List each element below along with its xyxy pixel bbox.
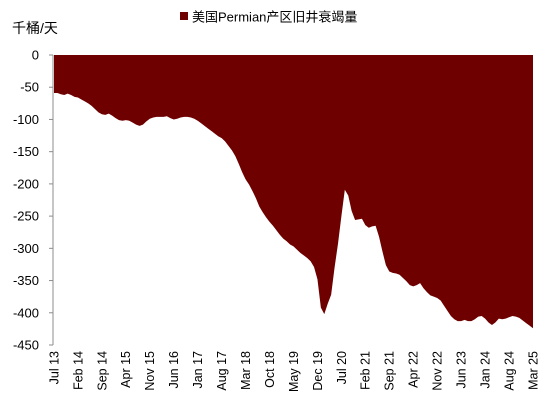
y-tick-label: -450 bbox=[13, 338, 39, 353]
x-tick-label: Mar 25 bbox=[526, 351, 540, 390]
x-tick-label: May 19 bbox=[287, 351, 301, 392]
x-tick-label: Jan 24 bbox=[478, 351, 492, 389]
x-tick-label: Feb 21 bbox=[359, 351, 373, 390]
y-tick-label: -400 bbox=[13, 305, 39, 320]
x-tick-label: Apr 22 bbox=[407, 351, 421, 388]
x-tick-label: Mar 18 bbox=[239, 351, 253, 390]
y-tick-label: -250 bbox=[13, 209, 39, 224]
y-tick-label: -350 bbox=[13, 273, 39, 288]
y-tick-label: 0 bbox=[32, 48, 39, 63]
x-tick-label: Jun 16 bbox=[167, 351, 181, 389]
y-axis bbox=[49, 54, 54, 346]
x-tick-label: Jun 23 bbox=[455, 351, 469, 389]
legend-swatch bbox=[180, 12, 188, 20]
x-tick-label: Nov 15 bbox=[143, 351, 157, 391]
x-tick-label: Aug 24 bbox=[502, 351, 516, 391]
y-tick-label: -200 bbox=[13, 176, 39, 191]
x-tick-label: Jul 13 bbox=[47, 351, 61, 384]
y-axis-label: 千桶/天 bbox=[12, 20, 58, 36]
legend: 美国Permian产区旧井衰竭量 bbox=[180, 10, 357, 25]
series-area bbox=[54, 55, 533, 329]
legend-label: 美国Permian产区旧井衰竭量 bbox=[192, 10, 357, 25]
x-tick-label: Apr 15 bbox=[119, 351, 133, 388]
x-tick-label: Aug 17 bbox=[215, 351, 229, 391]
y-tick-label: -50 bbox=[20, 80, 39, 95]
y-tick-label: -100 bbox=[13, 112, 39, 127]
y-tick-label: -150 bbox=[13, 144, 39, 159]
x-tick-label: Dec 19 bbox=[311, 351, 325, 391]
x-tick-label: Sep 14 bbox=[95, 351, 109, 391]
x-tick-label: Nov 22 bbox=[431, 351, 445, 391]
y-tick-labels: 0 -50 -100 -150 -200 -250 -300 -350 -400 -450 bbox=[13, 48, 39, 353]
x-tick-label: Jul 20 bbox=[335, 351, 349, 384]
x-tick-label: Jan 17 bbox=[191, 351, 205, 389]
x-tick-label: Oct 18 bbox=[263, 351, 277, 388]
x-tick-label: Sep 21 bbox=[383, 351, 397, 391]
y-tick-label: -300 bbox=[13, 241, 39, 256]
x-tick-labels: Jul 13 Feb 14 Sep 14 Apr 15 Nov 15 Jun 16 Jan … bbox=[47, 351, 540, 392]
plot-area bbox=[54, 55, 533, 329]
x-tick-label: Feb 14 bbox=[71, 351, 85, 390]
